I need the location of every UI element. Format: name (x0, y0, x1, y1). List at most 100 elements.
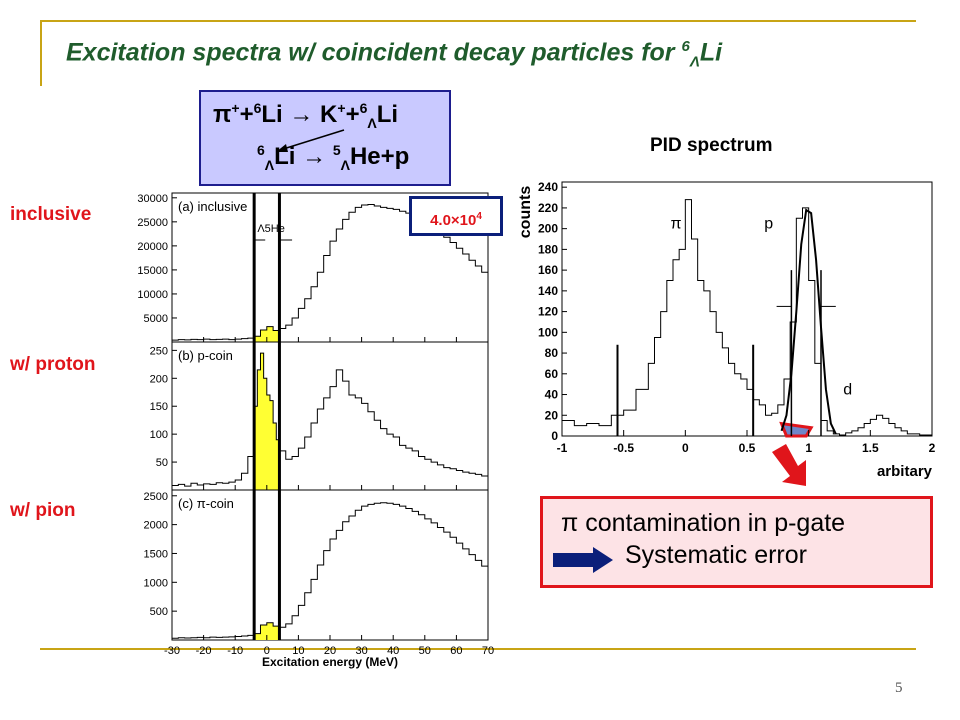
panel-label: (c) π-coin (178, 496, 234, 511)
charge-sup: + (231, 100, 240, 116)
pid-x-tick-label: 2 (929, 441, 936, 455)
y-tick-label: 150 (150, 401, 168, 413)
reaction-arrowhead (276, 144, 288, 152)
pid-x-tick-label: -1 (557, 441, 568, 455)
annotation-he5: Λ5He (257, 223, 285, 235)
gaussian-fit-line (780, 208, 837, 435)
x-tick-label: 30 (355, 645, 367, 657)
lambda-sub: Λ (340, 156, 350, 173)
mass-sup: 6 (253, 100, 262, 116)
lambda-sub: Λ (367, 114, 377, 131)
y-tick-label: 2000 (144, 520, 168, 532)
x-tick-label: -30 (164, 645, 180, 657)
result-line-1: π contamination in p-gate (561, 509, 845, 538)
pid-x-tick-label: 0.5 (739, 441, 756, 455)
result-text-1: contamination in p-gate (578, 509, 846, 537)
y-tick-label: 10000 (137, 289, 168, 301)
pid-y-tick-label: 20 (545, 408, 559, 422)
pid-y-tick-label: 200 (538, 222, 558, 236)
y-tick-label: 2500 (144, 491, 168, 503)
pid-y-tick-label: 240 (538, 180, 558, 194)
y-tick-label: 30000 (137, 193, 168, 205)
x-axis-label: Excitation energy (MeV) (262, 655, 398, 669)
page-title: Excitation spectra w/ coincident decay p… (66, 38, 722, 70)
pid-y-tick-label: 40 (545, 388, 559, 402)
x-tick-label: 60 (450, 645, 462, 657)
x-tick-label: 10 (292, 645, 304, 657)
pid-x-tick-label: 1.5 (862, 441, 879, 455)
y-tick-label: 20000 (137, 241, 168, 253)
pid-y-tick-label: 0 (551, 429, 558, 443)
mass-sup: 5 (332, 142, 341, 158)
pid-y-tick-label: 160 (538, 263, 558, 277)
left-rule (40, 20, 42, 86)
mass-sup: 6 (359, 100, 368, 116)
x-tick-label: -10 (227, 645, 243, 657)
count-box: 4.0×104 (409, 196, 503, 236)
panel-label: (b) p-coin (178, 348, 233, 363)
pid-y-tick-label: 60 (545, 367, 559, 381)
pid-y-tick-label: 80 (545, 346, 559, 360)
y-tick-label: 250 (150, 345, 168, 357)
x-tick-label: 70 (482, 645, 494, 657)
charge-sup: + (337, 100, 346, 116)
panel-label: (a) inclusive (178, 199, 247, 214)
pid-x-tick-label: 1 (805, 441, 812, 455)
plus: + (239, 101, 254, 128)
y-tick-label: 15000 (137, 265, 168, 277)
page-number: 5 (895, 680, 903, 696)
result-box: π contamination in p-gate Systematic err… (540, 496, 933, 588)
pid-y-tick-label: 140 (538, 284, 558, 298)
count-exp: 4 (476, 211, 482, 222)
pid-y-tick-label: 220 (538, 201, 558, 215)
text-li: Li (376, 101, 399, 128)
pid-x-tick-label: -0.5 (613, 441, 634, 455)
text-he-p: He+p (349, 143, 410, 170)
contamination-region (779, 421, 814, 438)
y-tick-label: 200 (150, 373, 168, 385)
y-tick-label: 25000 (137, 217, 168, 229)
pid-y-tick-label: 100 (538, 325, 558, 339)
y-tick-label: 100 (150, 429, 168, 441)
text-li-k: Li → K (261, 101, 338, 128)
pi-symbol: π (561, 509, 579, 537)
result-line-2: Systematic error (625, 541, 807, 569)
count-base: 4.0×10 (430, 212, 477, 229)
pid-y-tick-label: 180 (538, 242, 558, 256)
y-tick-label: 1500 (144, 548, 168, 560)
x-tick-label: 20 (324, 645, 336, 657)
bottom-rule (40, 648, 916, 650)
y-tick-label: 5000 (144, 313, 168, 325)
x-tick-label: 50 (419, 645, 431, 657)
title-sup: 6 (681, 38, 690, 55)
pid-x-label: arbitary (877, 463, 933, 480)
pi-label: π (671, 216, 682, 233)
histogram-series (172, 352, 489, 487)
lambda-sub: Λ (264, 156, 275, 173)
y-tick-label: 50 (156, 457, 168, 469)
plus: + (345, 101, 360, 128)
title-suffix: Li (699, 38, 723, 67)
title-sub: Λ (689, 53, 700, 71)
pid-y-label: counts (517, 186, 534, 239)
p-label: p (764, 216, 773, 233)
mass-sup: 6 (257, 142, 265, 158)
top-rule (40, 20, 916, 22)
reaction-line-1: π++6Li → K++6ΛLi (213, 100, 398, 131)
x-tick-label: -20 (196, 645, 212, 657)
title-prefix: Excitation spectra w/ coincident decay p… (66, 38, 682, 67)
y-tick-label: 500 (150, 606, 168, 618)
panel-frame (171, 489, 489, 641)
reaction-arrow (279, 129, 345, 151)
label-inclusive: inclusive (10, 204, 92, 225)
y-tick-label: 1000 (144, 577, 168, 589)
pid-title: PID spectrum (650, 135, 773, 156)
down-arrow-icon (772, 444, 806, 486)
pid-x-tick-label: 0 (682, 441, 689, 455)
right-arrow-icon (553, 547, 613, 573)
pid-histogram (562, 199, 933, 436)
d-label: d (843, 382, 852, 399)
panel-frame (171, 341, 489, 491)
pid-y-tick-label: 120 (538, 305, 558, 319)
